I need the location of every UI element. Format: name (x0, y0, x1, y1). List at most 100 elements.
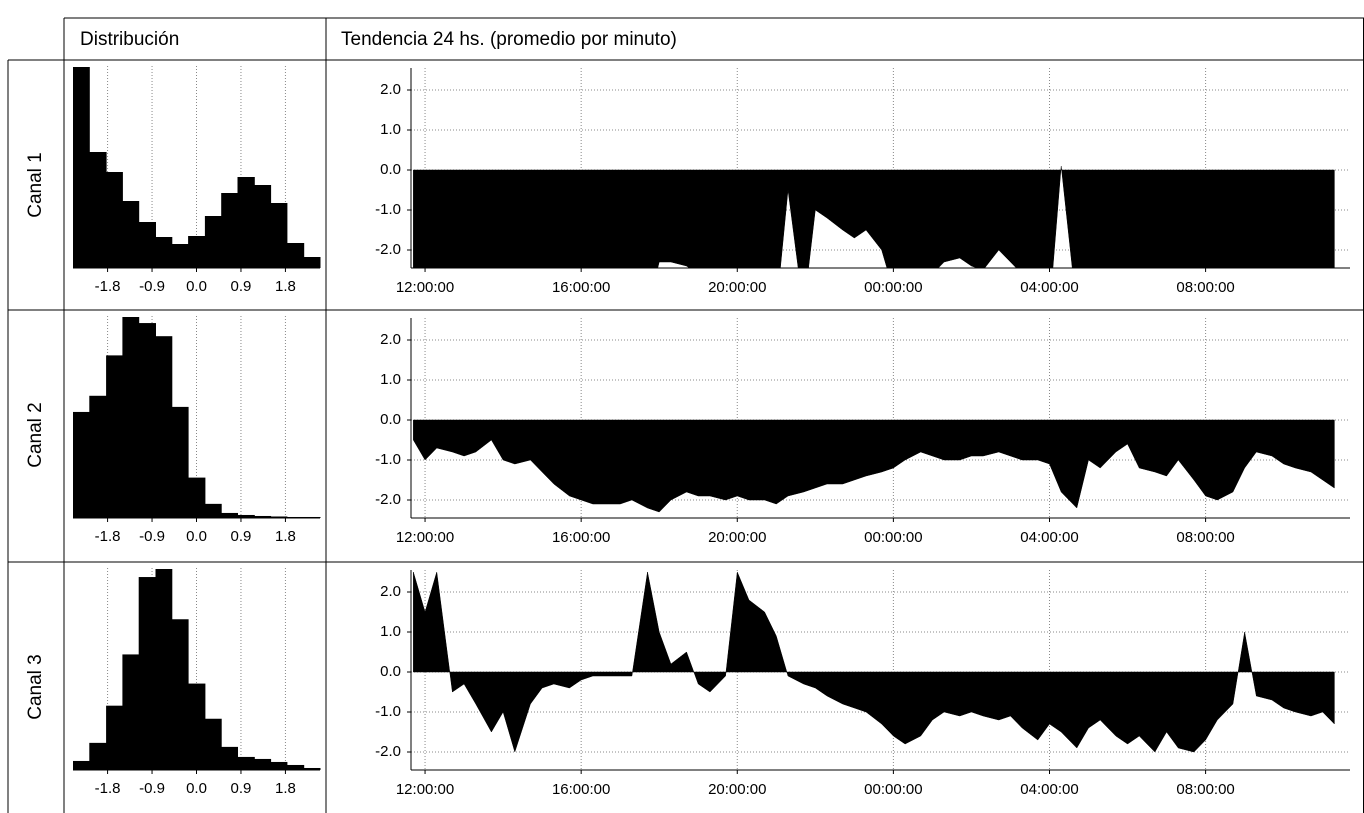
histogram-bar (73, 411, 90, 518)
x-tick-label: 00:00:00 (864, 279, 922, 296)
x-tick-label: 1.8 (275, 278, 296, 295)
x-tick-label: 20:00:00 (708, 279, 766, 296)
x-tick-label: 1.8 (275, 528, 296, 545)
trend-area (413, 419, 1335, 513)
trend-area (413, 165, 1335, 268)
histogram-bar (138, 577, 156, 770)
histogram-bar (73, 67, 90, 268)
x-tick-label: 0.9 (231, 528, 252, 545)
y-tick-label: 2.0 (380, 331, 401, 348)
x-tick-label: 16:00:00 (552, 529, 610, 546)
x-tick-label: -0.9 (139, 528, 165, 545)
x-tick-label: 08:00:00 (1176, 781, 1234, 798)
trend-area (413, 571, 1335, 753)
histogram-bar (122, 201, 140, 268)
histogram-bar (171, 619, 189, 770)
histogram-bar (155, 336, 173, 518)
column-header: Distribución (80, 29, 179, 50)
histogram-bar (286, 516, 305, 518)
histogram-bar (254, 185, 272, 268)
x-tick-label: 1.8 (275, 780, 296, 797)
histogram-bar (221, 512, 239, 518)
y-tick-label: 0.0 (380, 663, 401, 680)
y-tick-label: 0.0 (380, 161, 401, 178)
histogram-bar (270, 203, 288, 268)
x-tick-label: 0.0 (186, 780, 207, 797)
histogram-bar (204, 216, 222, 268)
x-tick-label: 20:00:00 (708, 529, 766, 546)
x-tick-label: 04:00:00 (1020, 529, 1078, 546)
histogram-bar (89, 395, 107, 518)
y-tick-label: -1.0 (375, 703, 401, 720)
histogram-bar (73, 760, 90, 770)
x-tick-label: 12:00:00 (396, 781, 454, 798)
x-tick-label: 08:00:00 (1176, 279, 1234, 296)
histogram-bar (286, 243, 305, 268)
column-header: Tendencia 24 hs. (promedio por minuto) (341, 29, 677, 50)
histogram-bar (204, 503, 222, 518)
x-tick-label: 20:00:00 (708, 781, 766, 798)
histogram-bar (106, 705, 123, 770)
row-label: Canal 3 (25, 654, 46, 720)
histogram-bar (237, 756, 255, 770)
x-tick-label: 08:00:00 (1176, 529, 1234, 546)
x-tick-label: 12:00:00 (396, 279, 454, 296)
x-tick-label: 04:00:00 (1020, 781, 1078, 798)
y-tick-label: -2.0 (375, 743, 401, 760)
histogram-bar (270, 516, 288, 518)
y-tick-label: 0.0 (380, 411, 401, 428)
y-tick-label: 1.0 (380, 371, 401, 388)
y-tick-label: -1.0 (375, 201, 401, 218)
x-tick-label: 0.9 (231, 278, 252, 295)
histogram-bar (204, 718, 222, 770)
histogram-bar (303, 767, 321, 770)
histogram-bar (106, 172, 123, 268)
x-tick-label: -0.9 (139, 780, 165, 797)
histogram-bar (122, 317, 140, 518)
histogram-bar (270, 761, 288, 770)
histogram-bar (138, 323, 156, 518)
histogram-bar (155, 237, 173, 268)
histogram-bar (188, 236, 206, 268)
histogram-bar (171, 406, 189, 518)
row-label: Canal 1 (25, 152, 46, 218)
x-tick-label: 0.9 (231, 780, 252, 797)
x-tick-label: 16:00:00 (552, 279, 610, 296)
x-tick-label: -1.8 (95, 528, 121, 545)
histogram-bar (303, 257, 321, 268)
histogram-bar (254, 515, 272, 518)
y-tick-label: -2.0 (375, 491, 401, 508)
histogram-bar (303, 516, 321, 518)
histogram-bar (221, 746, 239, 770)
x-tick-label: 00:00:00 (864, 781, 922, 798)
histogram-bar (237, 177, 255, 268)
histogram-bar (237, 514, 255, 518)
y-tick-label: 2.0 (380, 583, 401, 600)
y-tick-label: -2.0 (375, 241, 401, 258)
x-tick-label: -1.8 (95, 780, 121, 797)
y-tick-label: 2.0 (380, 81, 401, 98)
histogram-bar (155, 569, 173, 770)
histogram-bar (188, 683, 206, 770)
x-tick-label: 12:00:00 (396, 529, 454, 546)
x-tick-label: -0.9 (139, 278, 165, 295)
histogram-bar (188, 477, 206, 518)
histogram-bar (89, 152, 107, 268)
x-tick-label: -1.8 (95, 278, 121, 295)
row-label: Canal 2 (25, 402, 46, 468)
x-tick-label: 0.0 (186, 528, 207, 545)
x-tick-label: 00:00:00 (864, 529, 922, 546)
histogram-bar (286, 764, 305, 770)
histogram-bar (221, 193, 239, 268)
y-tick-label: 1.0 (380, 121, 401, 138)
y-tick-label: -1.0 (375, 451, 401, 468)
histogram-bar (106, 355, 123, 518)
y-tick-label: 1.0 (380, 623, 401, 640)
histogram-bar (122, 654, 140, 770)
x-tick-label: 04:00:00 (1020, 279, 1078, 296)
histogram-bar (171, 244, 189, 268)
histogram-bar (89, 742, 107, 770)
x-tick-label: 16:00:00 (552, 781, 610, 798)
histogram-bar (254, 758, 272, 770)
